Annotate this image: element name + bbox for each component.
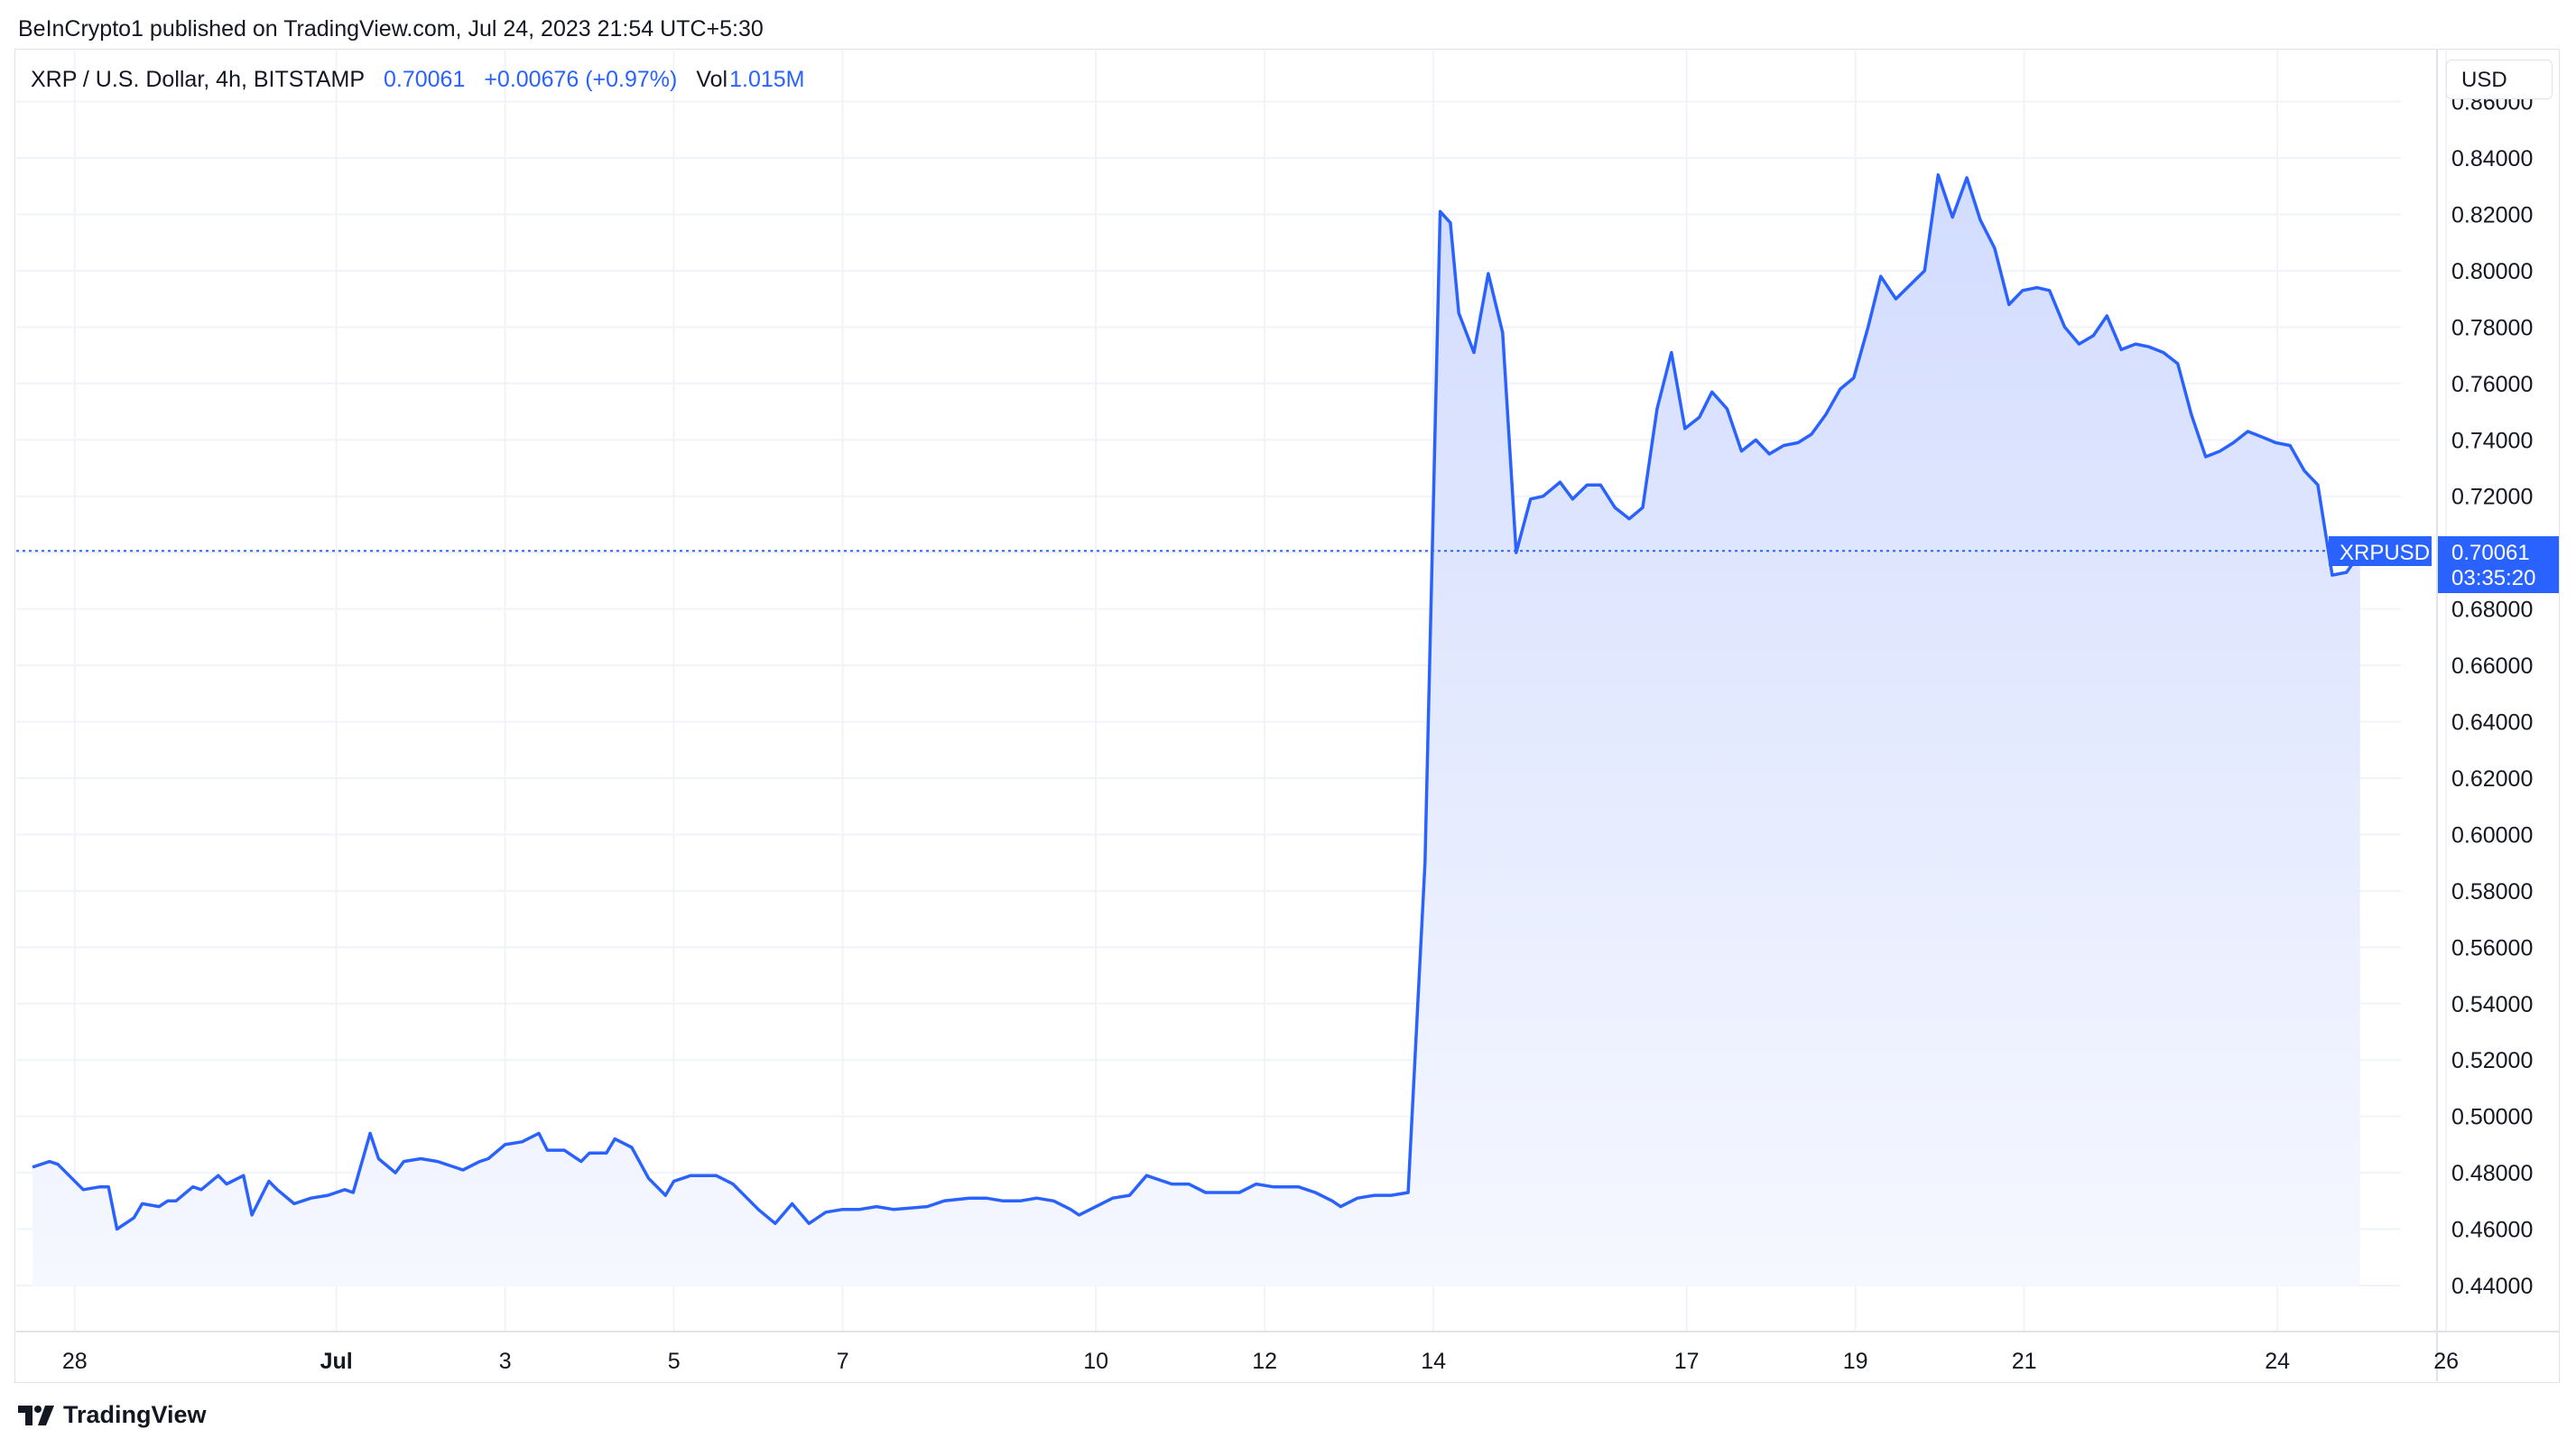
price-tick-label: 0.66000 xyxy=(2451,654,2533,679)
legend-last-price: 0.70061 xyxy=(383,67,466,92)
tradingview-logo-icon xyxy=(18,1405,54,1425)
price-tick-label: 0.52000 xyxy=(2451,1048,2533,1073)
tradingview-brand[interactable]: TradingView xyxy=(63,1401,207,1428)
price-tick-label: 0.58000 xyxy=(2451,879,2533,905)
price-tick-label: 0.50000 xyxy=(2451,1105,2533,1130)
price-tick-label: 0.60000 xyxy=(2451,822,2533,848)
price-tick-label: 0.78000 xyxy=(2451,315,2533,340)
price-tick-label: 0.82000 xyxy=(2451,202,2533,227)
price-tick-label: 0.64000 xyxy=(2451,710,2533,736)
time-tick-label: 3 xyxy=(499,1349,512,1374)
time-tick-label: 10 xyxy=(1083,1349,1108,1374)
price-tick-label: 0.68000 xyxy=(2451,598,2533,623)
time-tick-label: 12 xyxy=(1252,1349,1277,1374)
symbol-legend: XRP / U.S. Dollar, 4h, BITSTAMP 0.70061 … xyxy=(31,67,817,93)
price-tick-label: 0.48000 xyxy=(2451,1161,2533,1186)
price-tick-label: 0.76000 xyxy=(2451,372,2533,397)
time-tick-label: 24 xyxy=(2265,1349,2290,1374)
time-tick-label: 21 xyxy=(2012,1349,2037,1374)
time-tick-label: 26 xyxy=(2433,1349,2459,1374)
price-line[interactable] xyxy=(32,172,2362,1231)
legend-change: +0.00676 (+0.97%) xyxy=(484,67,678,92)
price-tick-label: 0.56000 xyxy=(2451,935,2533,961)
time-tick-label: Jul xyxy=(320,1349,353,1374)
price-tick-label: 0.84000 xyxy=(2451,146,2533,172)
time-tick-label: 7 xyxy=(837,1349,849,1374)
price-tag-bg xyxy=(2438,536,2559,593)
legend-volume-value: 1.015M xyxy=(729,67,805,92)
price-area-fill xyxy=(32,174,2360,1287)
price-axis[interactable]: 0.44000 0.46000 0.48000 0.50000 0.52000 0.540… xyxy=(2451,90,2533,1299)
publish-line: BeInCrypto1 published on TradingView.com… xyxy=(18,16,764,42)
price-tick-label: 0.80000 xyxy=(2451,259,2533,284)
price-tick-label: 0.72000 xyxy=(2451,485,2533,510)
price-tag-value: 0.70061 xyxy=(2451,541,2530,565)
time-tick-label: 28 xyxy=(62,1349,88,1374)
time-tick-label: 17 xyxy=(1674,1349,1700,1374)
last-price-tag: XRPUSD 0.70061 03:35:20 xyxy=(2329,536,2559,593)
time-tick-label: 14 xyxy=(1421,1349,1446,1374)
price-tick-label: 0.74000 xyxy=(2451,428,2533,453)
symbol-title[interactable]: XRP / U.S. Dollar, 4h, BITSTAMP xyxy=(31,67,366,92)
time-tick-label: 5 xyxy=(668,1349,681,1374)
currency-button[interactable]: USD xyxy=(2446,60,2553,99)
price-tag-countdown: 03:35:20 xyxy=(2451,566,2535,590)
ticker-tag-bg xyxy=(2329,536,2432,566)
time-axis[interactable]: 28 Jul 3 5 7 10 12 14 17 19 21 24 26 xyxy=(62,1349,2459,1374)
price-tick-label: 0.62000 xyxy=(2451,766,2533,792)
price-tick-label: 0.54000 xyxy=(2451,992,2533,1017)
chart-frame xyxy=(14,49,2560,1383)
ticker-tag-label: XRPUSD xyxy=(2340,541,2430,565)
footer-branding: TradingView xyxy=(18,1401,207,1429)
time-tick-label: 19 xyxy=(1843,1349,1868,1374)
price-tick-label: 0.46000 xyxy=(2451,1218,2533,1243)
price-tick-label: 0.44000 xyxy=(2451,1274,2533,1299)
legend-volume-label: Vol xyxy=(696,67,728,92)
